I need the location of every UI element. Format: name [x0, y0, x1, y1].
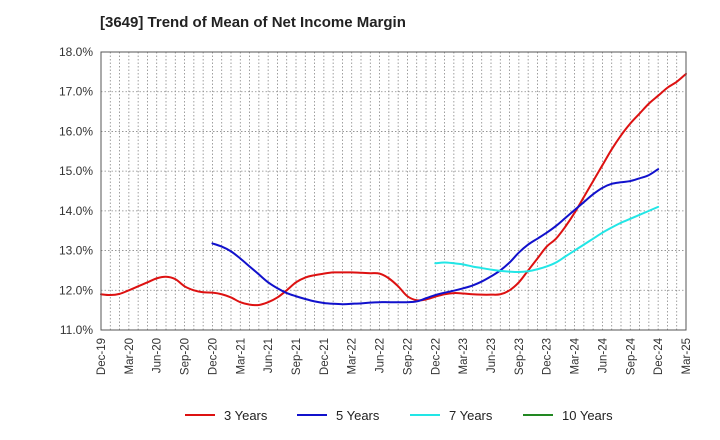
legend-swatch-7-years: [410, 414, 440, 416]
x-tick-label: Sep-22: [402, 338, 414, 375]
x-tick-label: Jun-22: [375, 338, 387, 373]
grid: [101, 52, 686, 330]
plot-frame: [100, 51, 687, 331]
x-tick-label: Dec-24: [653, 337, 665, 375]
x-tick-label: Dec-19: [96, 338, 108, 375]
y-tick-label: 12.0%: [59, 283, 93, 297]
legend-item-7-years: 7 Years: [410, 404, 492, 426]
x-tick-label: Sep-24: [625, 337, 637, 375]
series-line-3-years: [100, 72, 687, 307]
legend-swatch-5-years: [297, 414, 327, 416]
y-tick-label: 18.0%: [59, 45, 93, 59]
x-tick-label: Mar-21: [235, 338, 247, 374]
x-axis-ticks: Dec-19 Mar-20 Jun-20 Sep-20 Dec-20 Mar-21 Jun-…: [96, 337, 693, 375]
legend: 3 Years 5 Years 7 Years 10 Years: [0, 404, 720, 426]
series-lines: [100, 72, 687, 307]
y-tick-label: 16.0%: [59, 124, 93, 138]
legend-swatch-3-years: [185, 414, 215, 416]
legend-label-7-years: 7 Years: [449, 407, 493, 423]
y-tick-label: 15.0%: [59, 164, 93, 178]
x-tick-label: Dec-23: [542, 338, 554, 375]
x-tick-label: Mar-23: [458, 338, 470, 374]
legend-swatch-10-years: [523, 414, 553, 416]
chart-title: [3649] Trend of Mean of Net Income Margi…: [100, 14, 406, 31]
legend-item-3-years: 3 Years: [185, 404, 267, 426]
y-tick-label: 17.0%: [59, 85, 93, 99]
y-axis-ticks: 11.0% 12.0% 13.0% 14.0% 15.0% 16.0% 17.0% 18.0%: [59, 45, 93, 337]
x-tick-label: Jun-24: [597, 337, 609, 373]
y-tick-label: 13.0%: [59, 244, 93, 258]
y-tick-label: 11.0%: [60, 323, 93, 337]
x-tick-label: Mar-22: [347, 338, 359, 374]
x-tick-label: Sep-21: [291, 338, 303, 375]
series-line-7-years: [434, 205, 660, 274]
x-tick-label: Dec-20: [207, 338, 219, 375]
x-tick-label: Mar-24: [570, 337, 582, 374]
x-tick-label: Mar-25: [681, 338, 693, 374]
x-tick-label: Jun-20: [152, 338, 164, 373]
x-tick-label: Mar-20: [124, 338, 136, 374]
legend-label-3-years: 3 Years: [224, 407, 268, 423]
x-tick-label: Dec-22: [430, 338, 442, 375]
y-tick-label: 14.0%: [59, 204, 93, 218]
x-tick-label: Sep-20: [180, 338, 192, 375]
legend-label-5-years: 5 Years: [336, 407, 380, 423]
legend-item-5-years: 5 Years: [297, 404, 379, 426]
series-line-5-years: [211, 168, 660, 306]
x-tick-label: Jun-23: [486, 338, 498, 373]
legend-item-10-years: 10 Years: [523, 404, 613, 426]
x-tick-label: Jun-21: [263, 338, 275, 373]
x-tick-label: Dec-21: [319, 338, 331, 375]
x-tick-label: Sep-23: [514, 338, 526, 375]
legend-label-10-years: 10 Years: [562, 407, 613, 423]
